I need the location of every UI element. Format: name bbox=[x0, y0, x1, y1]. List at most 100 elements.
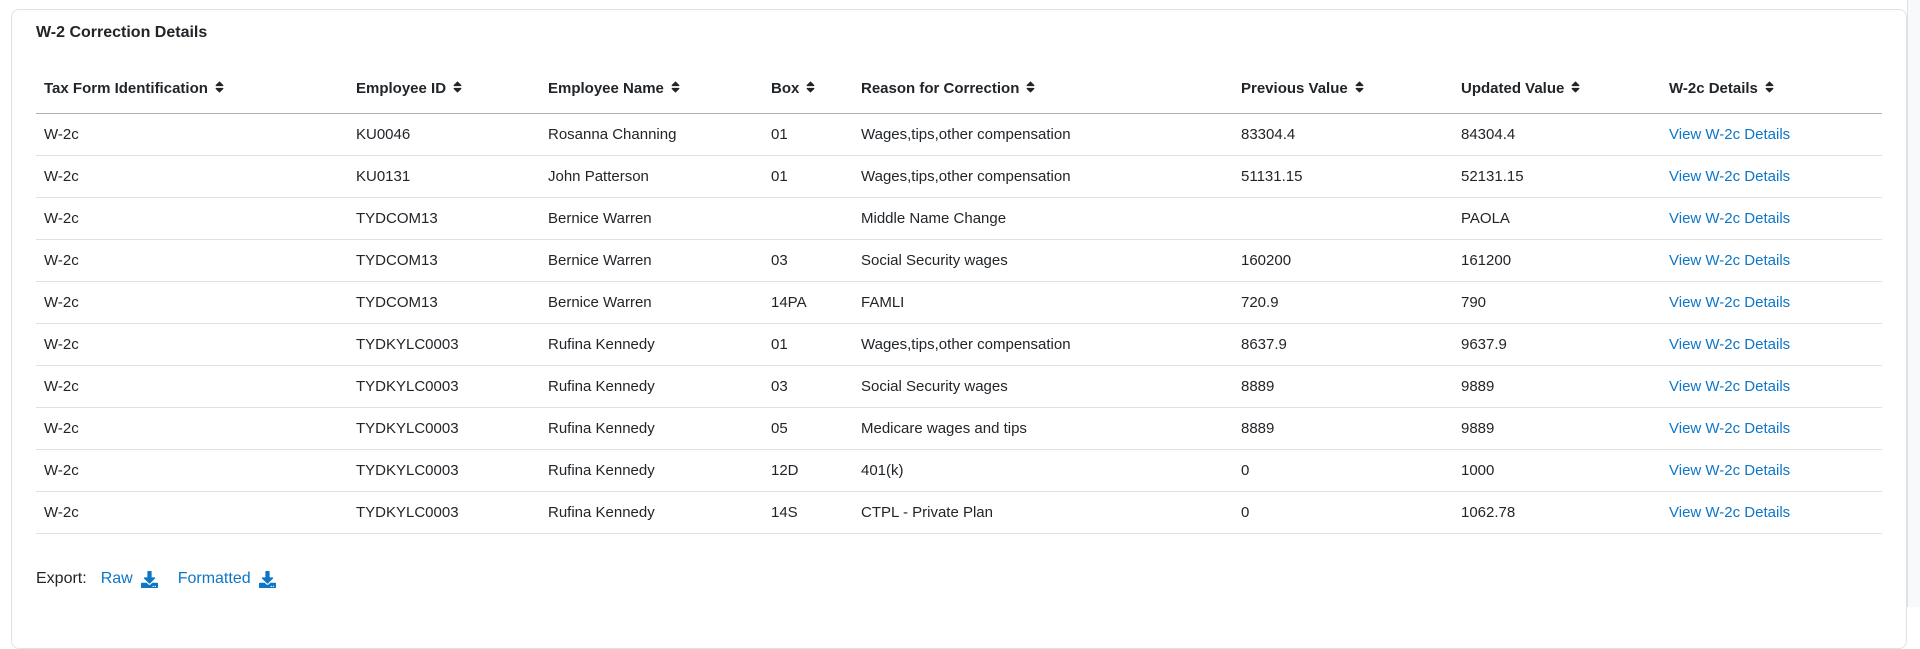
table-row: W-2c TYDCOM13 Bernice Warren 14PA FAMLI 720.9… bbox=[36, 281, 1882, 324]
table-row: W-2c KU0131 John Patterson 01 Wages,tips,oth… bbox=[36, 155, 1882, 198]
cell-previous-value: 8889 bbox=[1233, 407, 1453, 450]
cell-box: 01 bbox=[763, 113, 853, 156]
cell-tax-form: W-2c bbox=[36, 197, 348, 240]
card-title: W-2 Correction Details bbox=[36, 24, 208, 41]
cell-previous-value: 51131.15 bbox=[1233, 155, 1453, 198]
cell-box: 01 bbox=[763, 323, 853, 366]
column-header-reason-for-correction[interactable]: Reason for Correction bbox=[853, 66, 1233, 114]
column-header-updated-value[interactable]: Updated Value bbox=[1453, 66, 1661, 114]
cell-tax-form: W-2c bbox=[36, 449, 348, 492]
cell-updated-value: 1000 bbox=[1453, 449, 1661, 492]
cell-employee-id: TYDKYLC0003 bbox=[348, 365, 540, 408]
column-header-w2c-details[interactable]: W-2c Details bbox=[1661, 66, 1882, 114]
cell-tax-form: W-2c bbox=[36, 155, 348, 198]
cell-employee-id: TYDKYLC0003 bbox=[348, 323, 540, 366]
column-header-label: Employee Name bbox=[548, 80, 664, 97]
export-link-label: Formatted bbox=[177, 570, 251, 587]
cell-employee-id: TYDCOM13 bbox=[348, 197, 540, 240]
cell-employee-name: Rufina Kennedy bbox=[540, 491, 763, 534]
cell-employee-name: Rufina Kennedy bbox=[540, 407, 763, 450]
cell-box: 12D bbox=[763, 449, 853, 492]
column-header-label: Box bbox=[771, 80, 800, 97]
table-row: W-2c TYDKYLC0003 Rufina Kennedy 05 Medicare … bbox=[36, 407, 1882, 450]
cell-updated-value: 9637.9 bbox=[1453, 323, 1661, 366]
column-header-tax-form-identification[interactable]: Tax Form Identification bbox=[36, 66, 348, 114]
cell-box: 03 bbox=[763, 239, 853, 282]
view-w2c-details-link[interactable]: View W-2c Details bbox=[1669, 126, 1791, 143]
cell-w2c-details: View W-2c Details bbox=[1661, 407, 1882, 450]
view-w2c-details-link[interactable]: View W-2c Details bbox=[1669, 462, 1791, 479]
cell-w2c-details: View W-2c Details bbox=[1661, 197, 1882, 240]
cell-employee-id: KU0046 bbox=[348, 113, 540, 156]
w2-correction-details-card: W-2 Correction Details Tax Form Identifi… bbox=[11, 9, 1907, 649]
column-header-box[interactable]: Box bbox=[763, 66, 853, 114]
view-w2c-details-link[interactable]: View W-2c Details bbox=[1669, 378, 1791, 395]
cell-employee-id: TYDKYLC0003 bbox=[348, 491, 540, 534]
cell-tax-form: W-2c bbox=[36, 365, 348, 408]
cell-tax-form: W-2c bbox=[36, 491, 348, 534]
scrollbar-track[interactable] bbox=[1907, 0, 1920, 607]
cell-employee-id: TYDCOM13 bbox=[348, 239, 540, 282]
cell-reason: Wages,tips,other compensation bbox=[853, 323, 1233, 366]
cell-tax-form: W-2c bbox=[36, 113, 348, 156]
column-header-label: Tax Form Identification bbox=[44, 80, 208, 97]
download-icon bbox=[140, 570, 158, 588]
view-w2c-details-link[interactable]: View W-2c Details bbox=[1669, 294, 1791, 311]
sort-icon bbox=[215, 79, 224, 100]
cell-previous-value bbox=[1233, 197, 1453, 240]
export-raw-link[interactable]: Raw bbox=[101, 567, 158, 591]
column-header-previous-value[interactable]: Previous Value bbox=[1233, 66, 1453, 114]
cell-box: 05 bbox=[763, 407, 853, 450]
table-row: W-2c KU0046 Rosanna Channing 01 Wages,tips,o… bbox=[36, 113, 1882, 156]
cell-previous-value: 160200 bbox=[1233, 239, 1453, 282]
cell-employee-name: Rufina Kennedy bbox=[540, 449, 763, 492]
export-formatted-link[interactable]: Formatted bbox=[178, 567, 276, 591]
cell-updated-value: 9889 bbox=[1453, 365, 1661, 408]
cell-reason: Medicare wages and tips bbox=[853, 407, 1233, 450]
cell-tax-form: W-2c bbox=[36, 239, 348, 282]
table-body: W-2c KU0046 Rosanna Channing 01 Wages,tips,o… bbox=[36, 113, 1882, 534]
sort-icon bbox=[453, 79, 462, 100]
cell-reason: Middle Name Change bbox=[853, 197, 1233, 240]
cell-box: 01 bbox=[763, 155, 853, 198]
cell-employee-name: John Patterson bbox=[540, 155, 763, 198]
sort-icon bbox=[1355, 79, 1364, 100]
cell-updated-value: 1062.78 bbox=[1453, 491, 1661, 534]
cell-reason: 401(k) bbox=[853, 449, 1233, 492]
cell-reason: FAMLI bbox=[853, 281, 1233, 324]
table-row: W-2c TYDKYLC0003 Rufina Kennedy 01 Wages,tip… bbox=[36, 323, 1882, 366]
table-row: W-2c TYDKYLC0003 Rufina Kennedy 12D 401(k) 0 1… bbox=[36, 449, 1882, 492]
cell-updated-value: 161200 bbox=[1453, 239, 1661, 282]
w2-corrections-table: Tax Form Identification Employee ID Employ… bbox=[36, 66, 1882, 534]
cell-tax-form: W-2c bbox=[36, 281, 348, 324]
column-header-label: Employee ID bbox=[356, 80, 447, 97]
header-row: Tax Form Identification Employee ID Employ… bbox=[36, 66, 1882, 114]
column-header-label: Reason for Correction bbox=[861, 80, 1020, 97]
cell-w2c-details: View W-2c Details bbox=[1661, 155, 1882, 198]
view-w2c-details-link[interactable]: View W-2c Details bbox=[1669, 168, 1791, 185]
cell-employee-name: Rufina Kennedy bbox=[540, 323, 763, 366]
cell-employee-name: Bernice Warren bbox=[540, 197, 763, 240]
cell-w2c-details: View W-2c Details bbox=[1661, 239, 1882, 282]
column-header-label: Previous Value bbox=[1241, 80, 1348, 97]
cell-updated-value: 84304.4 bbox=[1453, 113, 1661, 156]
cell-box bbox=[763, 197, 853, 240]
cell-previous-value: 8889 bbox=[1233, 365, 1453, 408]
table-row: W-2c TYDCOM13 Bernice Warren 03 Social Secur… bbox=[36, 239, 1882, 282]
cell-updated-value: 790 bbox=[1453, 281, 1661, 324]
view-w2c-details-link[interactable]: View W-2c Details bbox=[1669, 420, 1791, 437]
sort-icon bbox=[1765, 79, 1774, 100]
sort-icon bbox=[1026, 79, 1035, 100]
sort-icon bbox=[806, 79, 815, 100]
cell-reason: Wages,tips,other compensation bbox=[853, 155, 1233, 198]
view-w2c-details-link[interactable]: View W-2c Details bbox=[1669, 210, 1791, 227]
view-w2c-details-link[interactable]: View W-2c Details bbox=[1669, 504, 1791, 521]
cell-box: 03 bbox=[763, 365, 853, 408]
cell-reason: Wages,tips,other compensation bbox=[853, 113, 1233, 156]
cell-w2c-details: View W-2c Details bbox=[1661, 323, 1882, 366]
column-header-employee-id[interactable]: Employee ID bbox=[348, 66, 540, 114]
column-header-employee-name[interactable]: Employee Name bbox=[540, 66, 763, 114]
cell-employee-name: Bernice Warren bbox=[540, 239, 763, 282]
view-w2c-details-link[interactable]: View W-2c Details bbox=[1669, 336, 1791, 353]
view-w2c-details-link[interactable]: View W-2c Details bbox=[1669, 252, 1791, 269]
